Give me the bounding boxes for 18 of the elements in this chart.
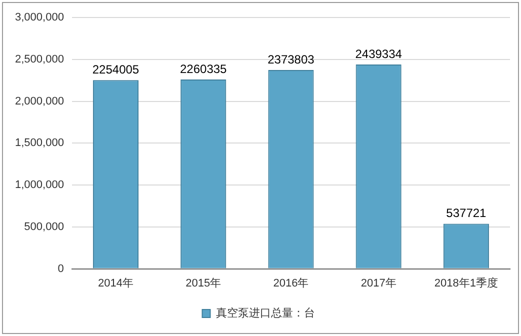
y-tick-label: 500,000 (24, 220, 64, 233)
y-tick-label: 3,000,000 (15, 12, 64, 24)
x-tick-label: 2016年 (273, 277, 309, 290)
x-tick-label: 2015年 (186, 277, 222, 290)
y-tick-label: 1,500,000 (15, 137, 64, 150)
y-tick-label: 0 (58, 262, 64, 275)
y-tick-label: 1,000,000 (15, 179, 64, 192)
data-label: 537721 (446, 206, 487, 220)
y-tick-label: 2,500,000 (15, 54, 64, 66)
data-label: 2373803 (268, 52, 315, 66)
x-tick-label: 2014年 (98, 277, 134, 290)
y-tick-label: 2,000,000 (15, 95, 64, 108)
data-label: 2260335 (180, 62, 228, 76)
x-tick-label: 2018年1季度 (434, 276, 498, 290)
data-label: 2254005 (92, 62, 140, 76)
x-tick-label: 2017年 (360, 277, 396, 290)
legend-label: 真空泵进口总量：台 (216, 306, 315, 320)
data-label: 2439334 (355, 46, 402, 61)
